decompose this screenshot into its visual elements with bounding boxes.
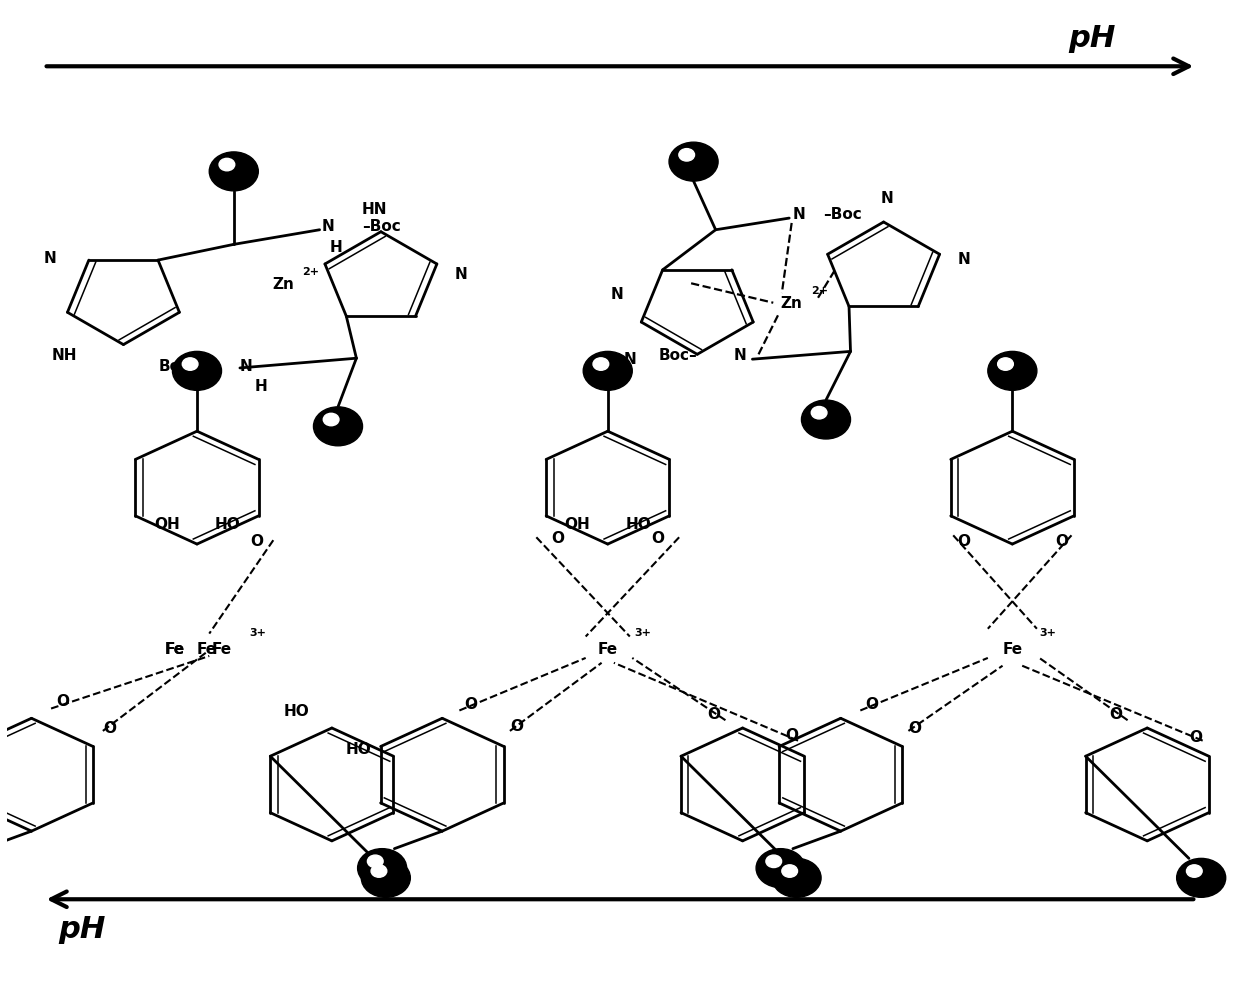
Text: N: N: [239, 358, 253, 373]
Text: Fe: Fe: [197, 641, 217, 656]
Text: HO: HO: [284, 703, 310, 718]
Text: pH: pH: [1069, 24, 1116, 52]
Text: O: O: [250, 533, 263, 548]
Circle shape: [182, 359, 198, 371]
Text: OH: OH: [564, 517, 590, 531]
Text: 3+: 3+: [635, 627, 651, 637]
Circle shape: [371, 865, 387, 878]
Circle shape: [361, 859, 410, 897]
Text: Zn: Zn: [272, 276, 294, 292]
Text: –Boc: –Boc: [362, 219, 402, 234]
Text: Zn: Zn: [781, 296, 802, 311]
Text: N: N: [43, 250, 56, 265]
Text: O: O: [1189, 730, 1203, 744]
Circle shape: [593, 359, 609, 371]
Text: O: O: [103, 720, 115, 735]
Text: pH: pH: [58, 914, 105, 943]
Text: Fe: Fe: [212, 641, 232, 656]
Text: Fe: Fe: [1002, 641, 1023, 656]
Text: H: H: [330, 240, 342, 254]
Circle shape: [1187, 865, 1202, 878]
Circle shape: [988, 352, 1037, 390]
Circle shape: [782, 865, 797, 878]
Circle shape: [773, 859, 821, 897]
Text: O: O: [785, 728, 799, 742]
Text: H: H: [254, 379, 268, 393]
Text: N: N: [734, 347, 746, 363]
Text: N: N: [322, 219, 335, 234]
Circle shape: [811, 407, 827, 419]
Text: O: O: [1110, 706, 1122, 721]
Text: O: O: [866, 696, 878, 712]
Text: HO: HO: [625, 517, 651, 531]
Circle shape: [1177, 859, 1225, 897]
Circle shape: [678, 150, 694, 162]
Text: 2+: 2+: [303, 266, 320, 276]
Text: HO: HO: [346, 741, 372, 756]
Circle shape: [801, 400, 851, 440]
Circle shape: [314, 407, 362, 447]
Text: 3+: 3+: [249, 627, 267, 637]
Text: Boc–: Boc–: [159, 358, 197, 373]
Text: N: N: [624, 351, 636, 367]
Text: O: O: [551, 530, 564, 545]
Text: HO: HO: [215, 517, 241, 531]
Text: O: O: [1055, 533, 1068, 548]
Text: 2+: 2+: [811, 286, 828, 296]
Circle shape: [583, 352, 632, 390]
Text: O: O: [56, 693, 69, 709]
Text: O: O: [909, 720, 921, 735]
Text: N: N: [957, 252, 970, 267]
Text: Fe: Fe: [598, 641, 618, 656]
Text: HN: HN: [362, 202, 388, 217]
Text: O: O: [708, 706, 720, 721]
Text: Fe: Fe: [165, 641, 185, 656]
Circle shape: [998, 359, 1013, 371]
Text: –Boc: –Boc: [823, 206, 862, 222]
Text: N: N: [611, 286, 624, 301]
Text: N: N: [792, 206, 806, 222]
Text: OH: OH: [154, 517, 180, 531]
Text: NH: NH: [51, 347, 77, 363]
Circle shape: [766, 855, 781, 868]
Text: 3+: 3+: [1039, 627, 1056, 637]
Text: N: N: [455, 267, 467, 282]
Text: Boc–: Boc–: [658, 347, 697, 363]
Text: N: N: [880, 191, 894, 206]
Circle shape: [172, 352, 222, 390]
Circle shape: [210, 153, 258, 191]
Circle shape: [324, 414, 339, 426]
Text: O: O: [510, 718, 523, 733]
Circle shape: [756, 849, 805, 887]
Text: O: O: [651, 530, 665, 545]
Circle shape: [357, 849, 407, 887]
Circle shape: [670, 143, 718, 182]
Text: O: O: [464, 696, 477, 712]
Text: O: O: [957, 533, 970, 548]
Circle shape: [219, 159, 234, 172]
Circle shape: [367, 855, 383, 868]
Text: Fe: Fe: [165, 641, 185, 656]
